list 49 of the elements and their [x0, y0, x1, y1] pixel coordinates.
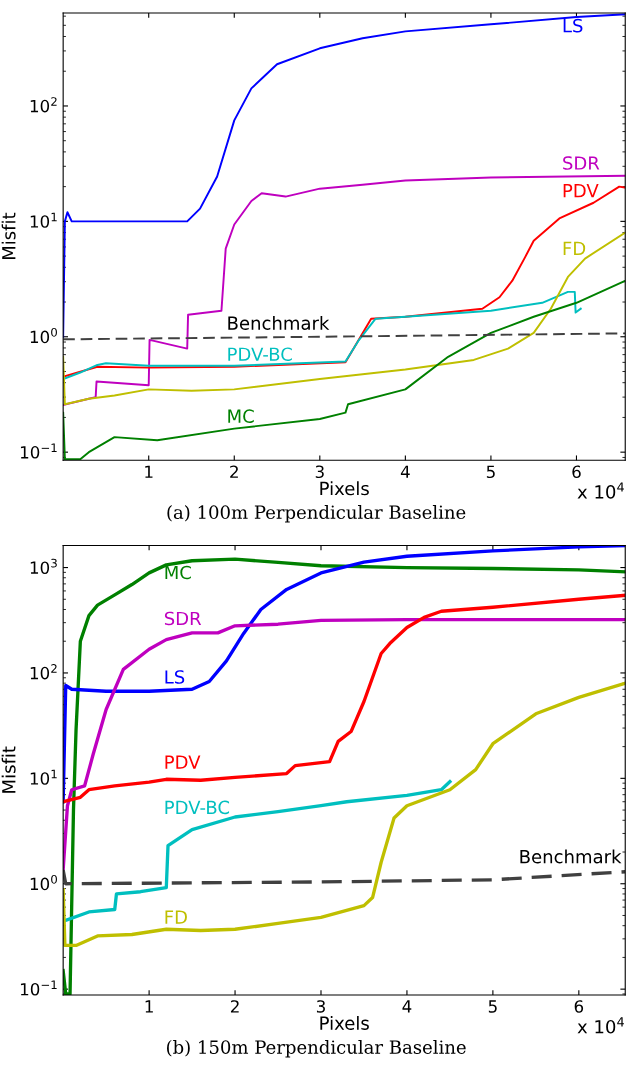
y-axis-title: Misfit: [1, 212, 16, 260]
y-tick-label: 10$^{2}$: [30, 97, 57, 113]
series-label: PDV: [563, 184, 599, 198]
series-label: PDV-BC: [165, 800, 230, 815]
x-tick-label: 2: [230, 1000, 239, 1013]
series-label: FD: [563, 241, 586, 256]
y-tick-label: 10$^{0}$: [30, 327, 57, 344]
x-axis-title: Pixels: [320, 1015, 369, 1030]
y-tick-label: 10$^{−1}$: [20, 980, 57, 996]
series-label: PDV-BC: [228, 347, 292, 362]
x-tick-label: 1: [145, 465, 153, 478]
y-tick-label: 10$^{−1}$: [20, 443, 57, 459]
series-label: SDR: [563, 156, 600, 170]
x-tick-label: 3: [315, 465, 324, 479]
x-tick-label: 4: [400, 465, 410, 478]
y-tick-label: 10$^{2}$: [30, 664, 57, 680]
x-tick-label: 1: [145, 1000, 153, 1013]
x-tick-label: 3: [316, 1000, 325, 1013]
series-label: SDR: [164, 611, 202, 626]
series-label: Benchmark: [520, 849, 622, 864]
line-series: [63, 174, 626, 406]
y-tick-label: 10$^{1}$: [30, 769, 57, 785]
x-tick-label: 4: [402, 1000, 412, 1013]
y-axis-title: Misfit: [1, 746, 16, 793]
x-tick-label: 6: [572, 465, 581, 479]
text: x 10$^{4}$: [577, 482, 624, 499]
text: (a) 100m Perpendicular Baseline: [167, 505, 466, 523]
x-axis-title: Pixels: [320, 481, 369, 496]
y-tick-label: 10$^{3}$: [30, 558, 57, 574]
x-tick-label: 5: [488, 1000, 497, 1013]
series-label: LS: [563, 18, 583, 33]
x-tick-label: 5: [486, 465, 495, 479]
line-series: [64, 780, 452, 922]
series-label: MC: [165, 565, 191, 580]
line-series: [63, 290, 582, 381]
y-tick-label: 10$^{1}$: [30, 212, 57, 228]
series-label: PDV: [165, 755, 201, 769]
x-tick-label: 2: [230, 465, 238, 478]
series-label: FD: [165, 910, 187, 924]
series-label: LS: [165, 670, 185, 684]
series-label: MC: [228, 409, 254, 423]
text: x 10$^{4}$: [577, 1017, 624, 1034]
text: (b) 150m Perpendicular Baseline: [166, 1039, 466, 1058]
series-label: Benchmark: [228, 315, 330, 330]
line-series: [63, 185, 626, 378]
y-tick-label: 10$^{0}$: [30, 874, 57, 891]
line-series: [63, 231, 626, 406]
line-series: [63, 868, 626, 886]
x-tick-label: 6: [574, 1000, 584, 1013]
